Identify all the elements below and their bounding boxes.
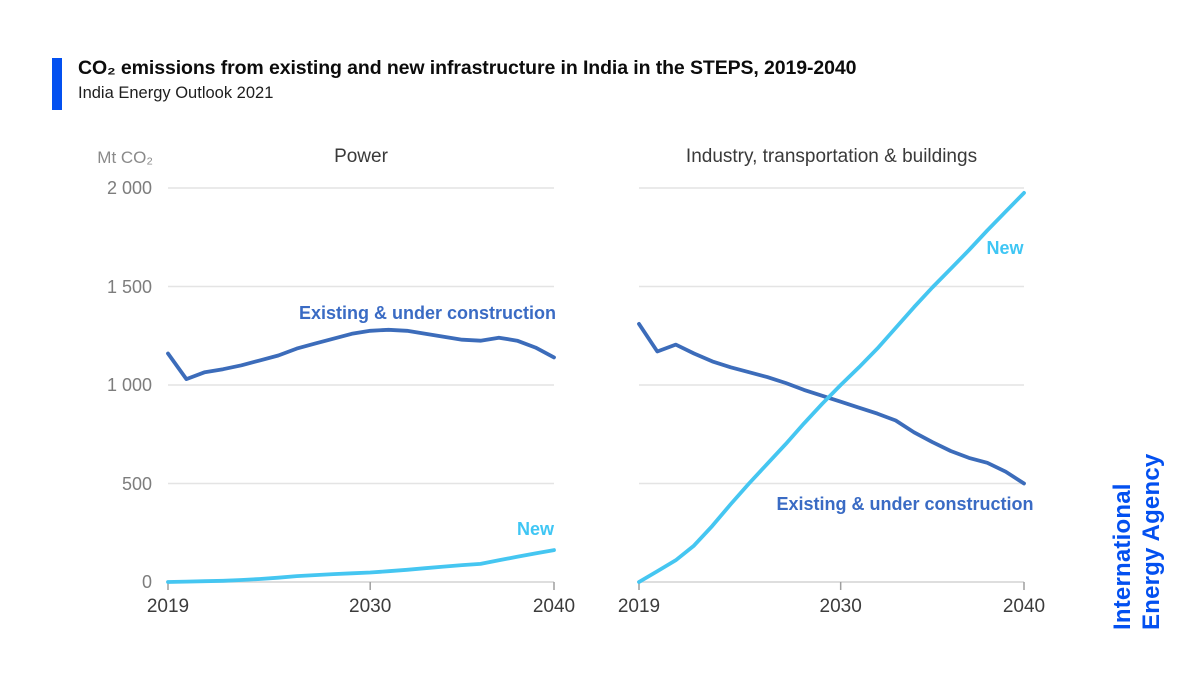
panel-title-power: Power	[334, 146, 388, 167]
x-tick-label-2030: 2030	[349, 596, 392, 617]
x-tick-label-2019: 2019	[617, 596, 661, 617]
series-line-existing	[637, 321, 1026, 486]
panel-title-industry: Industry, transportation & buildings	[685, 146, 978, 167]
series-line-new	[637, 191, 1026, 584]
x-tick-label-2040: 2040	[532, 596, 576, 617]
iea-logo-line1: International	[1109, 483, 1136, 630]
series-label-industry-new: New	[986, 238, 1024, 258]
x-tick-label-2019: 2019	[146, 596, 190, 617]
series-label-power-new: New	[516, 519, 554, 539]
x-tick-label-2040: 2040	[1002, 596, 1046, 617]
chart-plot-1	[637, 187, 1026, 590]
iea-logo: International Energy Agency	[1108, 450, 1166, 630]
chart-subtitle: India Energy Outlook 2021	[78, 84, 274, 102]
iea-logo-line2: Energy Agency	[1138, 453, 1165, 630]
title-accent-bar	[52, 58, 62, 110]
y-tick-label-0: 0	[141, 572, 152, 592]
y-axis-unit-label: Mt CO₂	[97, 148, 153, 167]
series-line-new	[166, 548, 556, 584]
y-tick-label-1000: 1 000	[106, 375, 152, 395]
chart-title: CO₂ emissions from existing and new infr…	[78, 57, 857, 79]
y-tick-label-500: 500	[121, 473, 152, 494]
x-tick-label-2030: 2030	[819, 596, 862, 617]
series-line-existing	[166, 327, 556, 382]
series-label-industry-existing: Existing & under construction	[776, 494, 1034, 514]
series-label-power-existing: Existing & under construction	[298, 303, 556, 323]
y-tick-label-1500: 1 500	[106, 276, 152, 297]
y-tick-label-2000: 2 000	[106, 178, 152, 198]
chart-plot-0	[166, 187, 556, 590]
